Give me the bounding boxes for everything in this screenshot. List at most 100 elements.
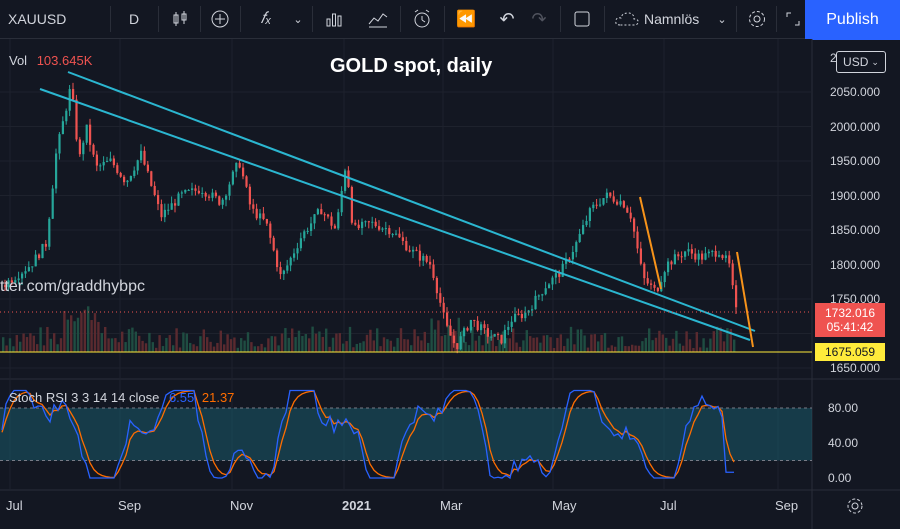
redo-icon[interactable]: ↷ (531, 8, 547, 29)
volume-bar (46, 326, 49, 352)
candle-body (616, 201, 619, 205)
volume-bar (53, 333, 56, 352)
candle-body (622, 201, 625, 208)
volume-bar (253, 346, 256, 352)
volume-bar (216, 342, 219, 352)
chevron-down-icon[interactable]: ⌄ (293, 13, 303, 26)
candle-body (170, 203, 173, 210)
volume-bar (444, 335, 447, 352)
settings-icon[interactable] (744, 0, 770, 38)
candle-body (24, 271, 27, 274)
indicators-icon[interactable]: 𝑓ₓ (260, 10, 272, 27)
volume-bar (484, 329, 488, 352)
candle-body (211, 192, 214, 198)
volume-bar (532, 337, 535, 352)
candle-body (21, 273, 24, 279)
candle-body (344, 170, 347, 191)
candle-body (78, 139, 81, 155)
candle-body (48, 218, 51, 247)
currency-selector[interactable]: USD ⌄ (836, 51, 886, 73)
volume-bar (450, 331, 454, 352)
volume-bar (87, 306, 90, 352)
candle-body (374, 221, 377, 227)
volume-bar (535, 337, 539, 352)
volume-bar (389, 340, 392, 352)
candle-body (701, 253, 704, 260)
price-chart[interactable]: 2 2050.000 2000.000 1950.000 1900.000 1850.00… (0, 39, 900, 529)
time-axis-tick: 2021 (342, 498, 371, 513)
symbol-search[interactable]: XAUUSD (8, 11, 67, 27)
price-axis-tick: 2050.000 (830, 85, 880, 99)
candle-body (123, 176, 126, 183)
volume-bar (413, 329, 416, 352)
volume-bar (267, 338, 270, 352)
publish-button[interactable]: Publish (805, 0, 900, 40)
candle-body (259, 213, 262, 219)
trendline-upper (67, 71, 756, 332)
interval-button[interactable]: D (128, 11, 140, 27)
chart-settings-icon[interactable] (842, 493, 868, 519)
toolbar-divider (312, 6, 313, 32)
candle-body (252, 204, 255, 209)
volume-bar (355, 343, 358, 352)
candle-body (459, 336, 462, 350)
volume-bar (70, 315, 73, 352)
candle-body (711, 250, 714, 252)
candle-body (204, 192, 207, 197)
candle-body (534, 295, 537, 310)
bar-chart-icon[interactable] (320, 0, 348, 38)
price-axis-tick: 1850.000 (830, 223, 880, 237)
candle-body (367, 221, 370, 223)
volume-bar (563, 346, 566, 352)
candle-body (102, 161, 105, 166)
candle-body (279, 267, 282, 275)
add-indicator-icon[interactable] (206, 0, 234, 38)
volume-bar (223, 344, 226, 352)
chart-name[interactable]: Namnlös (644, 11, 700, 27)
volume-bar (495, 346, 498, 352)
volume-bar (236, 347, 239, 352)
volume-bar (624, 346, 627, 352)
candle-body (272, 237, 275, 251)
volume-bar (430, 318, 433, 352)
candle-body (510, 321, 513, 327)
volume-bar (546, 335, 549, 352)
price-axis-tick: 1650.000 (830, 361, 880, 375)
volume-bar (637, 345, 641, 352)
replay-icon[interactable]: ⏪ (456, 11, 476, 28)
volume-bar (263, 347, 267, 352)
volume-bar (590, 334, 593, 352)
candle-body (44, 243, 47, 247)
candle-body (561, 263, 564, 277)
candle-body (704, 253, 707, 260)
candle-body (497, 334, 500, 336)
candle-body (333, 225, 336, 229)
volume-bar (580, 329, 583, 352)
volume-bar (104, 326, 107, 352)
price-axis-tick: 1950.000 (830, 154, 880, 168)
undo-icon[interactable]: ↶ (499, 8, 515, 29)
price-axis-tick: 1800.000 (830, 258, 880, 272)
volume-bar (127, 329, 131, 352)
alert-icon[interactable] (408, 0, 436, 38)
expand-icon[interactable] (784, 0, 802, 38)
candle-body (456, 343, 459, 350)
candle-body (289, 257, 292, 266)
candles-icon[interactable] (166, 0, 194, 38)
chevron-down-icon[interactable]: ⌄ (717, 13, 727, 26)
time-axis-tick: Mar (440, 498, 463, 513)
volume-bar (522, 340, 525, 352)
volume-bar (379, 346, 382, 352)
candle-body (51, 188, 54, 219)
volume-bar (372, 340, 375, 352)
volume-bar (212, 346, 216, 352)
candle-body (323, 214, 326, 216)
fullscreen-icon[interactable] (568, 0, 596, 38)
candle-body (255, 208, 258, 219)
chart-area[interactable]: 2 2050.000 2000.000 1950.000 1900.000 1850.00… (0, 39, 900, 529)
candle-body (381, 228, 384, 230)
candle-body (41, 243, 44, 259)
candle-body (469, 319, 472, 331)
templates-icon[interactable] (364, 0, 392, 38)
volume-bar (325, 328, 328, 352)
